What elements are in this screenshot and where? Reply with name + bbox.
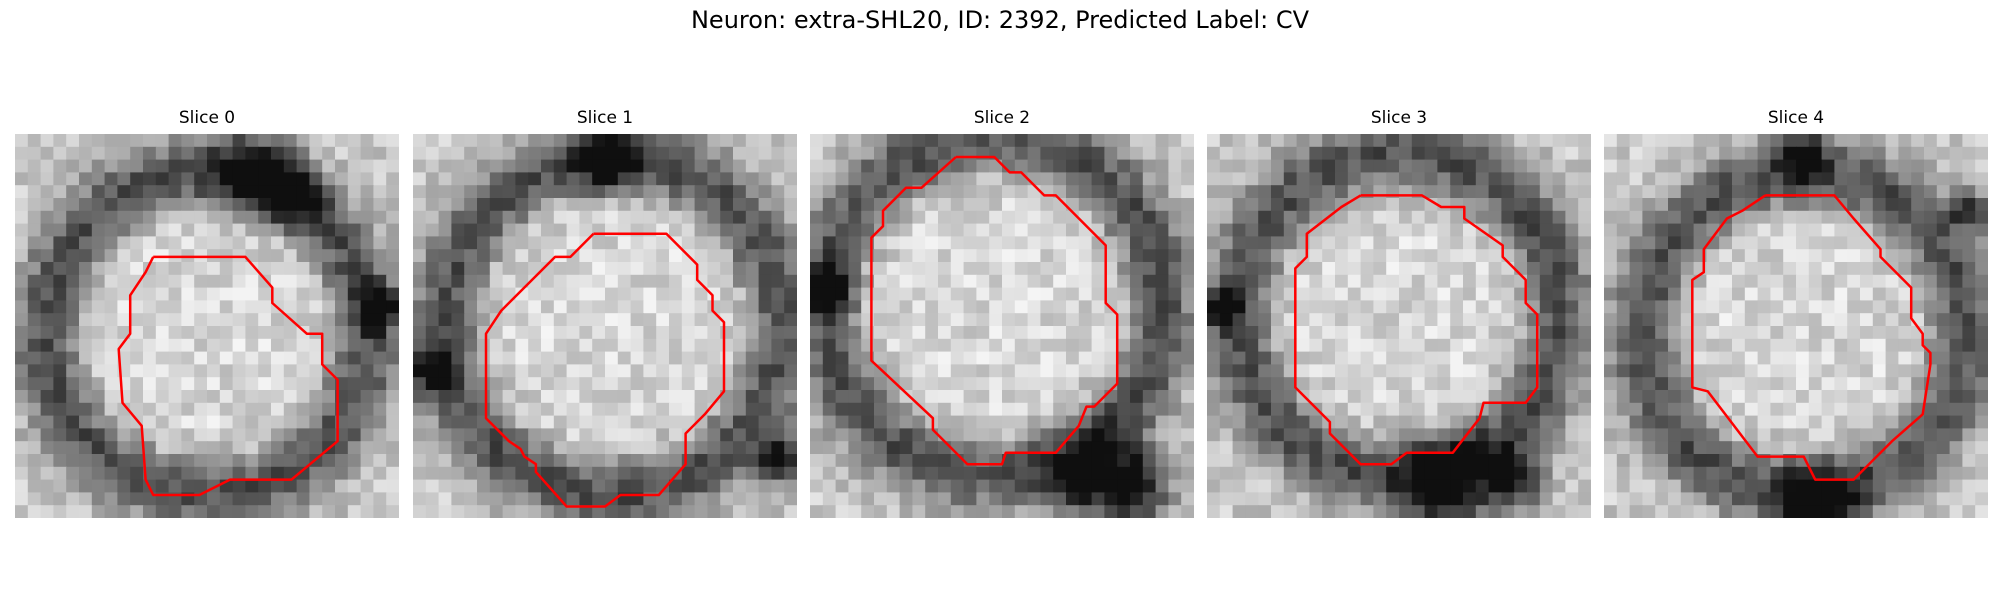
slice-image-3 xyxy=(1207,134,1591,518)
slice-title-1: Slice 1 xyxy=(576,108,634,128)
microscopy-pixels xyxy=(1207,134,1591,518)
neuron-contour xyxy=(1294,194,1539,466)
neuron-contour xyxy=(117,255,339,497)
figure-title: Neuron: extra-SHL20, ID: 2392, Predicted… xyxy=(690,6,1310,34)
slice-image-0 xyxy=(15,134,399,518)
microscopy-pixels xyxy=(810,134,1194,518)
slice-title-3: Slice 3 xyxy=(1370,108,1428,128)
slice-image-2 xyxy=(810,134,1194,518)
neuron-contour xyxy=(484,232,726,508)
slice-title-4: Slice 4 xyxy=(1767,108,1825,128)
slice-image-1 xyxy=(413,134,797,518)
neuron-contour xyxy=(1691,194,1932,481)
slice-title-0: Slice 0 xyxy=(178,108,236,128)
microscopy-pixels xyxy=(15,134,399,518)
slice-image-4 xyxy=(1604,134,1988,518)
microscopy-pixels xyxy=(413,134,797,518)
slice-title-2: Slice 2 xyxy=(973,108,1031,128)
neuron-contour xyxy=(870,155,1119,466)
microscopy-pixels xyxy=(1604,134,1988,518)
